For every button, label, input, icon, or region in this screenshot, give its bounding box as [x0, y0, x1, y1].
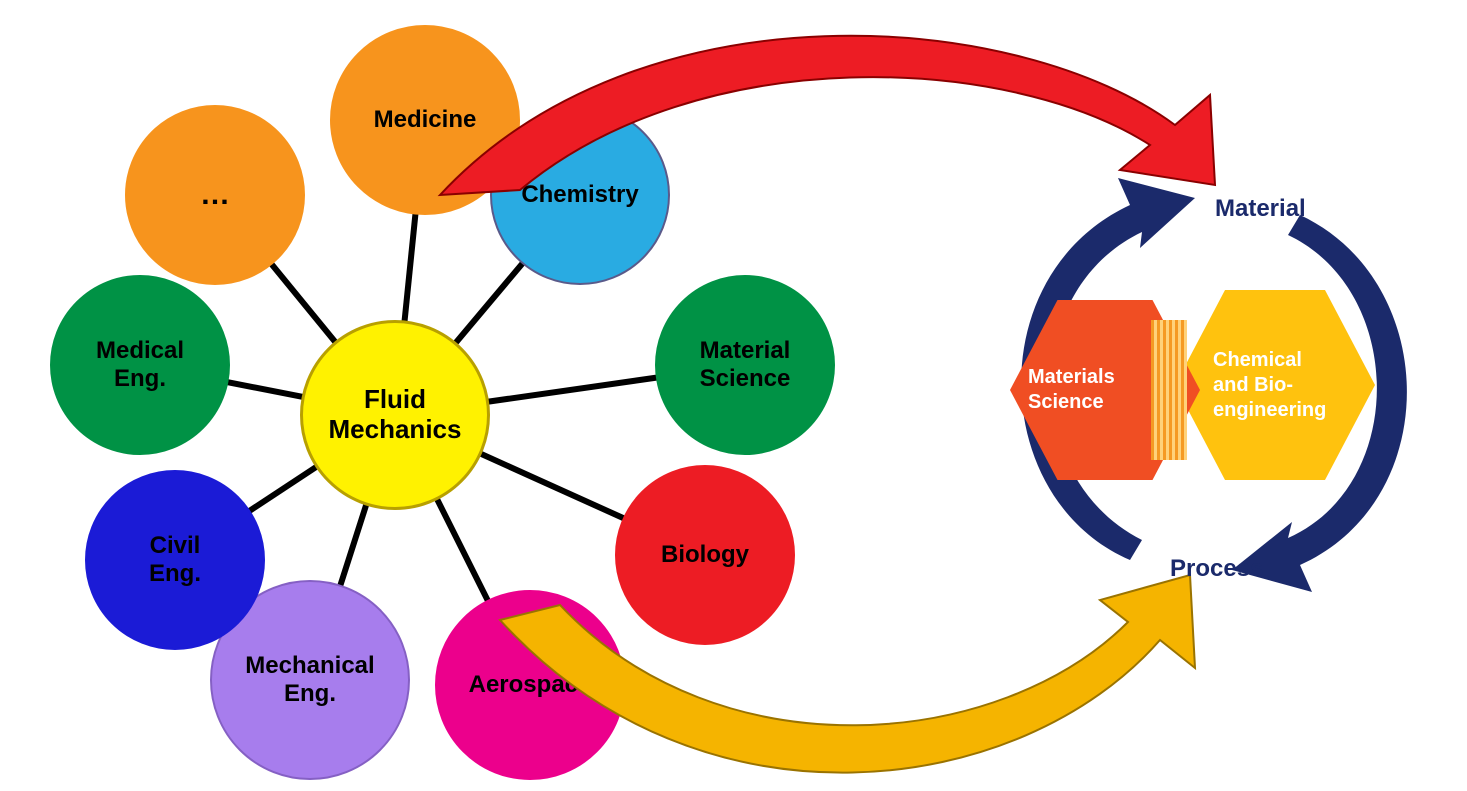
cycle-label-bottom: Process [1170, 555, 1263, 583]
diagram-stage: MedicineChemistryMaterial ScienceBiology… [0, 0, 1467, 791]
cycle-label-top: Material [1215, 195, 1306, 223]
cycle-labels-layer: Material Process [0, 0, 1467, 791]
